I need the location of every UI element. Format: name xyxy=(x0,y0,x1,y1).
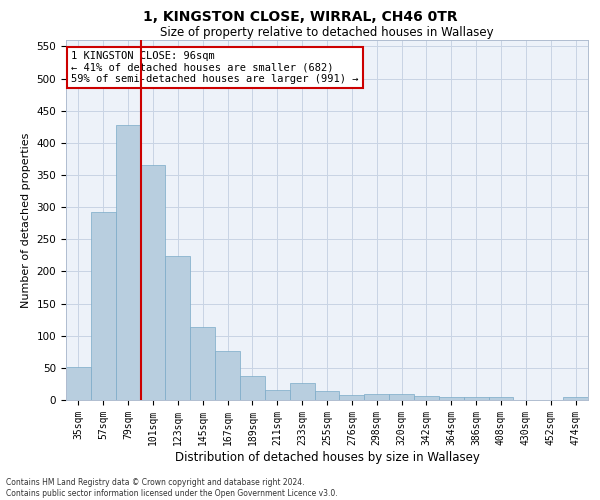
Bar xyxy=(389,394,414,400)
Text: 1, KINGSTON CLOSE, WIRRAL, CH46 0TR: 1, KINGSTON CLOSE, WIRRAL, CH46 0TR xyxy=(143,10,457,24)
Bar xyxy=(364,394,389,400)
Y-axis label: Number of detached properties: Number of detached properties xyxy=(21,132,31,308)
Text: 1 KINGSTON CLOSE: 96sqm
← 41% of detached houses are smaller (682)
59% of semi-d: 1 KINGSTON CLOSE: 96sqm ← 41% of detache… xyxy=(71,51,359,84)
Bar xyxy=(414,396,439,400)
Bar xyxy=(265,390,290,400)
X-axis label: Distribution of detached houses by size in Wallasey: Distribution of detached houses by size … xyxy=(175,450,479,464)
Bar xyxy=(464,397,488,400)
Bar xyxy=(439,398,464,400)
Text: Contains HM Land Registry data © Crown copyright and database right 2024.
Contai: Contains HM Land Registry data © Crown c… xyxy=(6,478,338,498)
Bar xyxy=(340,395,364,400)
Bar xyxy=(116,125,140,400)
Bar xyxy=(166,256,190,400)
Bar xyxy=(488,397,514,400)
Bar xyxy=(314,391,340,400)
Bar xyxy=(240,376,265,400)
Bar xyxy=(91,212,116,400)
Bar xyxy=(190,328,215,400)
Bar xyxy=(215,351,240,400)
Title: Size of property relative to detached houses in Wallasey: Size of property relative to detached ho… xyxy=(160,26,494,39)
Bar xyxy=(563,398,588,400)
Bar xyxy=(140,166,166,400)
Bar xyxy=(290,384,314,400)
Bar xyxy=(66,366,91,400)
